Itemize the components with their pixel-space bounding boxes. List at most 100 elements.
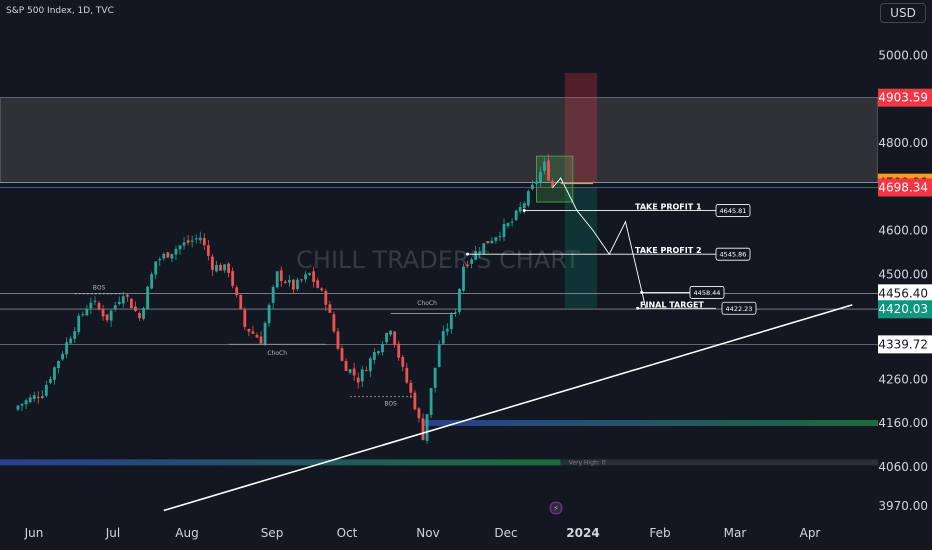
level-value-box (721, 301, 757, 315)
price-tick-label: 4260.00 (878, 372, 928, 386)
candle-body (441, 331, 445, 344)
candle (336, 327, 340, 351)
structure-label: ChoCh (417, 300, 437, 307)
candle-body (215, 265, 218, 272)
candle-body (255, 334, 259, 338)
time-axis[interactable]: Jun Jul Aug Sep Oct Nov Dec 2024 Feb Mar Apr (24, 526, 821, 540)
candle-body (292, 279, 295, 290)
candle-body (328, 304, 332, 313)
candle (300, 278, 303, 283)
candle-body (535, 181, 538, 184)
candle (150, 271, 154, 290)
candle (393, 330, 397, 348)
candle-body (247, 328, 251, 332)
candles-layer (16, 154, 554, 444)
candle-body (421, 418, 425, 440)
candle-body (178, 245, 182, 250)
candle-body (518, 206, 522, 212)
price-tick-label: 4500.00 (878, 267, 928, 281)
candle-body (300, 279, 303, 281)
candle (308, 272, 311, 276)
time-tick-label: 2024 (566, 526, 599, 540)
candle (413, 390, 417, 411)
candle (36, 391, 40, 404)
candle (429, 387, 433, 418)
candle (526, 189, 530, 208)
candle (344, 358, 348, 371)
candle-body (324, 290, 328, 305)
time-tick-label: Dec (494, 526, 517, 540)
currency-button[interactable]: USD (880, 3, 926, 23)
candle (231, 267, 235, 289)
candle (186, 235, 190, 246)
candle (324, 288, 328, 311)
candle (543, 157, 546, 175)
candle-body (57, 360, 60, 368)
candle (360, 365, 364, 387)
candle-body (514, 210, 518, 220)
candle (117, 296, 121, 306)
level-label: FINAL TARGET (640, 300, 704, 309)
candle-body (44, 384, 48, 396)
candle (279, 266, 283, 287)
candle-body (239, 294, 243, 309)
target-level: TAKE PROFIT 1 4645.81 (522, 202, 751, 217)
candle (158, 256, 162, 266)
price-tag-label: 4903.59 (878, 91, 928, 105)
candle (466, 260, 469, 268)
candle (223, 264, 226, 273)
candle-body (429, 388, 433, 415)
candle-body (93, 300, 97, 302)
candle (478, 246, 482, 259)
candle (547, 154, 550, 182)
supply-zone (0, 97, 879, 183)
candle-body (279, 270, 283, 282)
price-tag-bg (878, 284, 932, 303)
projection-path (552, 177, 647, 309)
candle-body (547, 160, 550, 181)
candle (287, 275, 291, 287)
candle-body (344, 360, 348, 371)
candle (73, 326, 77, 343)
candle (85, 304, 89, 317)
candle (166, 251, 170, 258)
candle-body (101, 309, 105, 317)
candle-body (462, 266, 465, 291)
candle (275, 270, 279, 289)
candle (198, 231, 202, 244)
candle (247, 328, 251, 337)
candle (16, 404, 20, 412)
candle-body (433, 367, 437, 388)
candle-body (478, 251, 482, 254)
candle-body (113, 305, 117, 309)
candle-body (154, 261, 158, 275)
candle-body (539, 171, 542, 183)
candle-body (336, 331, 340, 349)
price-axis[interactable]: 5000.00 4800.00 4600.00 4500.00 4260.00 4160.… (878, 0, 932, 550)
price-tick-label: 4060.00 (878, 460, 928, 474)
candle-body (316, 280, 320, 288)
candle (510, 218, 514, 227)
candle (530, 180, 534, 191)
candle (194, 234, 198, 244)
replay-icon[interactable]: ⚡ (549, 501, 563, 515)
take-profit-zone (564, 187, 598, 309)
candle (539, 166, 542, 188)
price-tick-label: 3970.00 (878, 499, 928, 513)
candle (101, 304, 105, 321)
candle-body (474, 251, 478, 260)
candle (441, 325, 445, 346)
candle (206, 239, 210, 261)
candle (486, 240, 490, 244)
candle (97, 300, 101, 311)
candle-body (271, 286, 275, 303)
candle (69, 335, 73, 344)
candle (397, 340, 401, 361)
candle-body (186, 240, 190, 243)
candle-body (231, 271, 235, 286)
candle-body (405, 367, 409, 383)
candle-body (449, 314, 453, 330)
time-tick-label: Jun (24, 526, 44, 540)
candle-body (223, 264, 226, 271)
